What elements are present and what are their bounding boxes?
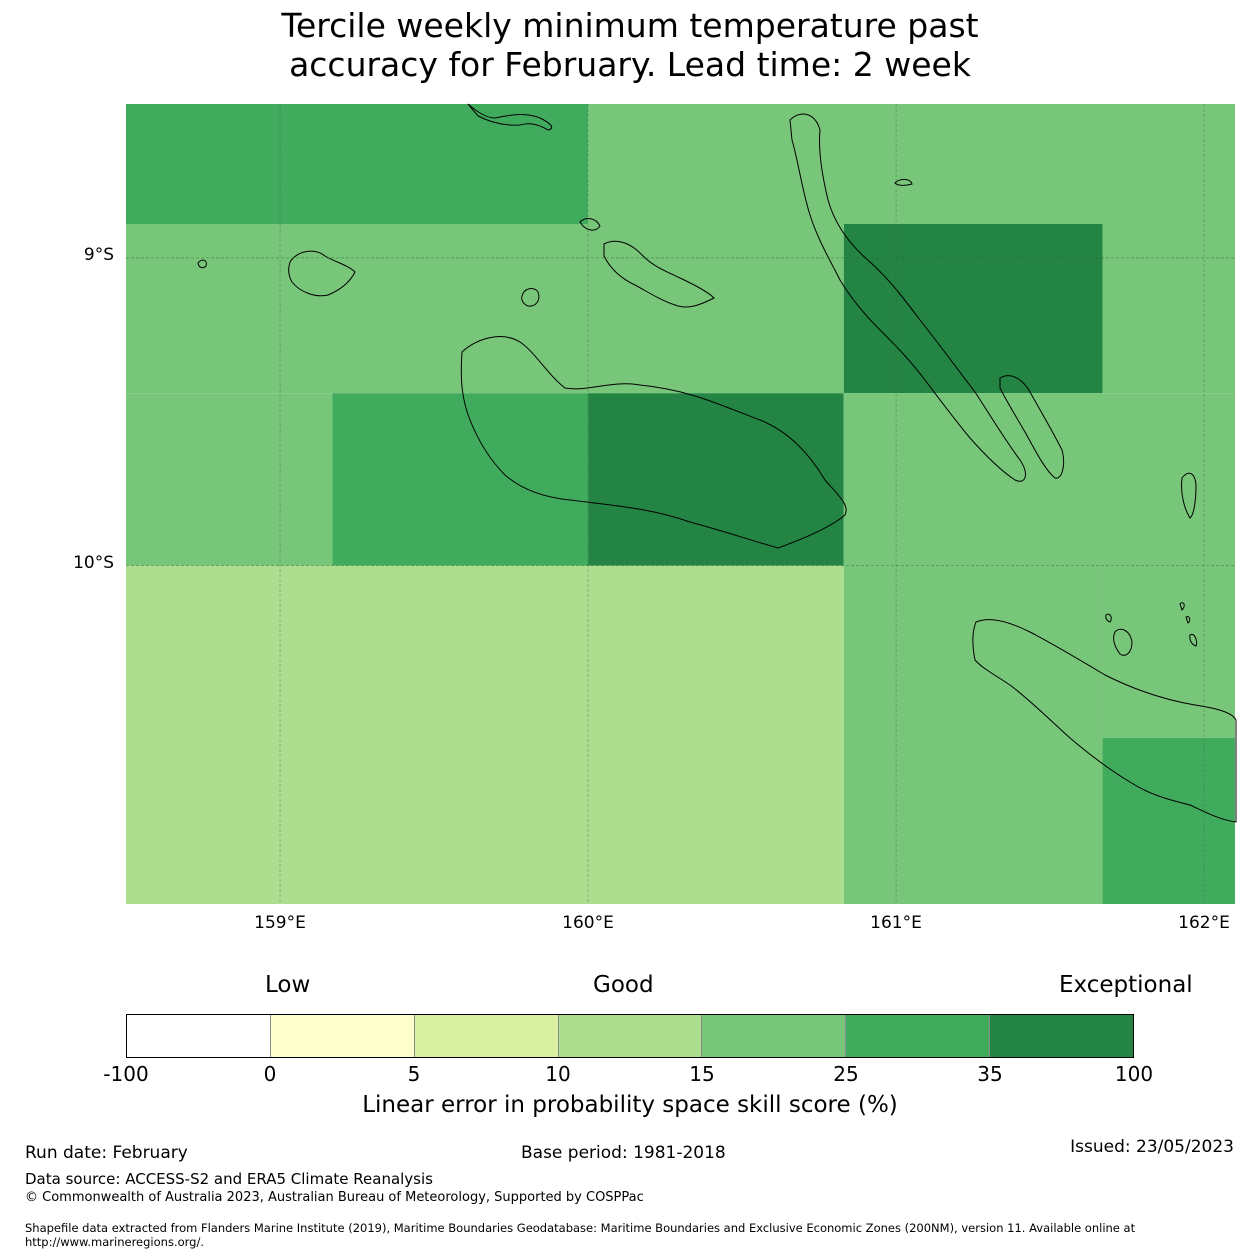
coastline-small-malaita xyxy=(999,375,1065,479)
issued-date: Issued: 23/05/2023 xyxy=(1070,1137,1234,1157)
colorbar-tick-label: 25 xyxy=(833,1062,859,1086)
colorbar-tick-label: 5 xyxy=(407,1062,421,1086)
colorbar-tick-label: 10 xyxy=(545,1062,571,1086)
legend-category-exceptional: Exceptional xyxy=(1059,972,1193,998)
colorbar-segment xyxy=(990,1015,1134,1057)
coastlines xyxy=(197,103,1237,823)
map-title-line-1: Tercile weekly minimum temperature past xyxy=(281,6,979,45)
skill-cell xyxy=(843,224,1103,394)
longitude-label-159e: 159°E xyxy=(254,913,306,933)
data-source: Data source: ACCESS-S2 and ERA5 Climate … xyxy=(25,1170,433,1188)
colorbar-segment xyxy=(702,1015,847,1057)
coastline-malaita xyxy=(789,113,1026,482)
coastline-savo-island xyxy=(521,288,540,307)
skill-cell xyxy=(126,565,844,904)
colorbar-tick-label: 15 xyxy=(689,1062,715,1086)
latitude-label-10s: 10°S xyxy=(73,553,114,573)
skill-cell xyxy=(332,393,589,566)
colorbar-segment xyxy=(270,1015,415,1057)
skill-cell xyxy=(1102,565,1235,738)
colorbar-tick-label: 0 xyxy=(263,1062,277,1086)
coastline-makira-islet-e xyxy=(1189,633,1197,647)
longitude-label-162e: 162°E xyxy=(1178,913,1230,933)
colorbar xyxy=(126,1014,1134,1058)
colorbar-tick-label: 35 xyxy=(977,1062,1003,1086)
skill-cell xyxy=(126,224,844,394)
coastline-north-islet xyxy=(894,178,913,186)
graticule xyxy=(126,104,1235,904)
longitude-label-160e: 160°E xyxy=(562,913,614,933)
colorbar-tick-label: -100 xyxy=(103,1062,149,1086)
colorbar-segment xyxy=(558,1015,703,1057)
latitude-label-9s: 9°S xyxy=(83,245,114,265)
skill-score-grid xyxy=(126,104,1235,904)
map-canvas xyxy=(126,103,1237,904)
skill-cell xyxy=(1102,224,1235,394)
colorbar-caption: Linear error in probability space skill … xyxy=(362,1092,898,1118)
map-title-line-2: accuracy for February. Lead time: 2 week xyxy=(289,45,971,84)
coastline-northern-fragment xyxy=(467,103,553,131)
coastline-small-islet-east xyxy=(579,218,601,231)
skill-cell xyxy=(843,393,1235,566)
skill-cell xyxy=(588,393,844,566)
legend-category-low: Low xyxy=(265,972,311,998)
skill-cell xyxy=(588,104,1235,224)
coastline-russell-islands xyxy=(288,250,356,297)
base-period: Base period: 1981-2018 xyxy=(521,1143,726,1163)
coastline-makira-islet-c xyxy=(1179,602,1185,611)
shapefile-credit: Shapefile data extracted from Flanders M… xyxy=(25,1221,1136,1249)
coastline-makira-islet-d xyxy=(1185,616,1191,624)
coastline-ulawa-islet xyxy=(1181,472,1197,519)
skill-cell xyxy=(126,104,589,224)
run-date: Run date: February xyxy=(25,1143,188,1163)
skill-cell xyxy=(126,393,333,566)
copyright: © Commonwealth of Australia 2023, Austra… xyxy=(25,1190,644,1205)
coastline-small-islet-west xyxy=(197,259,207,269)
colorbar-segment xyxy=(846,1015,991,1057)
coastline-makira xyxy=(972,619,1237,823)
coastline-florida-islands xyxy=(603,240,715,308)
skill-cell xyxy=(843,565,1103,904)
coastline-makira-islet-a xyxy=(1113,628,1133,656)
legend-category-good: Good xyxy=(593,972,654,998)
coastline-guadalcanal xyxy=(460,336,847,549)
longitude-label-161e: 161°E xyxy=(870,913,922,933)
colorbar-tick-label: 100 xyxy=(1114,1062,1154,1086)
coastline-makira-islet-b xyxy=(1105,613,1112,623)
colorbar-segment xyxy=(127,1015,271,1057)
skill-cell xyxy=(1102,737,1235,904)
colorbar-segment xyxy=(414,1015,559,1057)
